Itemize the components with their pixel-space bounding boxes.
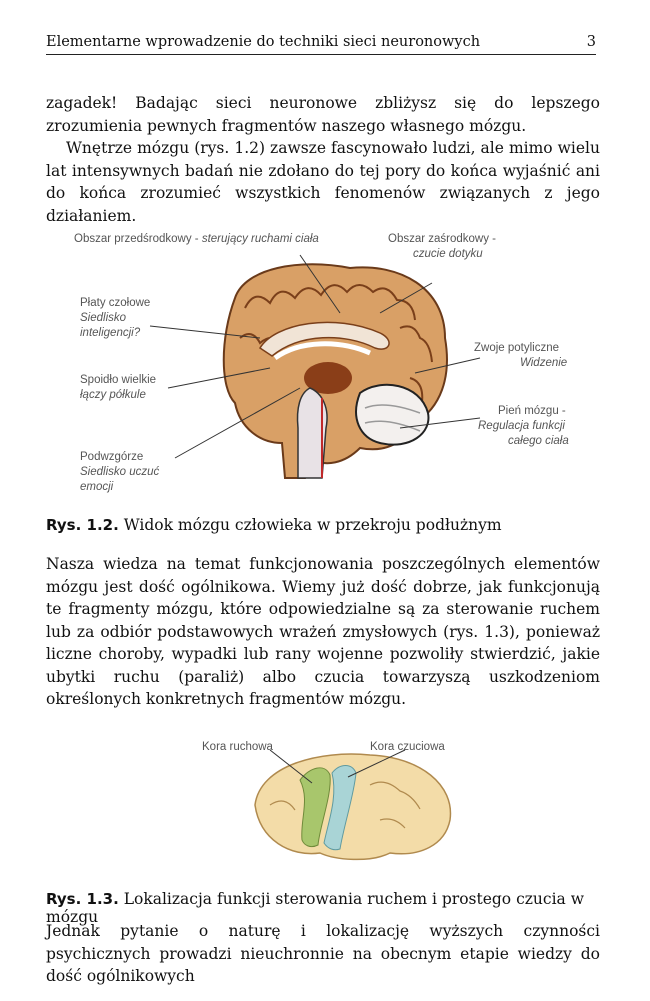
label-occipital: Zwoje potyliczne <box>474 342 560 354</box>
label-sensory-cortex: Kora czuciowa <box>370 741 445 753</box>
paragraph-2: Wnętrze mózgu (rys. 1.2) zawsze fascynow… <box>46 139 600 225</box>
label-motor-cortex: Kora ruchowa <box>202 741 273 753</box>
paragraph-4: Jednak pytanie o naturę i lokalizację wy… <box>46 922 600 985</box>
page-number: 3 <box>586 34 596 50</box>
running-title: Elementarne wprowadzenie do techniki sie… <box>46 34 481 50</box>
paragraph-1: zagadek! Badając sieci neuronowe zbliżys… <box>46 94 600 135</box>
label-occipital-desc: Widzenie <box>520 357 568 369</box>
cortex-localization-figure <box>254 749 452 861</box>
label-frontal: Płaty czołowe Siedlisko inteligencji? <box>80 297 151 339</box>
figure-caption-2: Rys. 1.3. Lokalizacja funkcji sterowania… <box>46 890 584 926</box>
label-postcentral-desc: czucie dotyku <box>413 248 483 260</box>
running-header: Elementarne wprowadzenie do techniki sie… <box>46 32 596 55</box>
label-brainstem-desc: Regulacja funkcji <box>478 420 565 432</box>
paragraph-3: Nasza wiedza na temat funkcjonowania pos… <box>46 555 600 708</box>
label-brainstem: Pień mózgu - <box>498 405 566 417</box>
figure-caption-1: Rys. 1.2. Widok mózgu człowieka w przekr… <box>46 516 502 534</box>
label-brainstem-desc2: całego ciała <box>508 435 569 447</box>
brain-cross-section-figure <box>149 254 481 479</box>
label-corpus-callosum: Spoidło wielkie łączy półkule <box>80 374 157 401</box>
label-precentral: Obszar przedśrodkowy - sterujący ruchami… <box>74 233 319 245</box>
label-postcentral: Obszar zaśrodkowy - <box>388 233 497 245</box>
label-hypothalamus: Podwzgórze Siedlisko uczuć emocji <box>80 451 160 493</box>
